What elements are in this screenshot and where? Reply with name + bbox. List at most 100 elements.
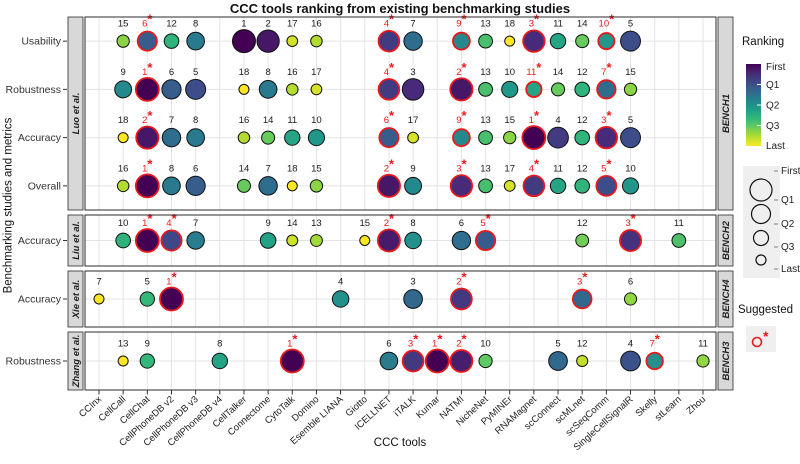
rank-bubble-SingleCellSignalR xyxy=(620,350,641,372)
rank-bubble-CellPhoneDB-v4 xyxy=(211,352,229,370)
x-tick-label: Kumar xyxy=(414,394,442,421)
rank-label: 11 xyxy=(553,163,563,174)
rank-label: 14 xyxy=(577,19,588,30)
rank-bubble-SingleCellSignalR xyxy=(621,177,640,195)
rank-bubble-ICELLNET xyxy=(376,228,401,253)
rank-bubble-PyMINEr xyxy=(503,179,516,192)
strip-bench xyxy=(717,270,734,328)
rank-label: 2* xyxy=(456,332,467,350)
rank-bubble-CellPhoneDB-v2 xyxy=(160,229,183,252)
rank-label: 3 xyxy=(410,277,415,288)
rank-label: 15 xyxy=(311,163,322,174)
strip-bench xyxy=(717,214,734,267)
rank-bubble-scSeqComm xyxy=(594,125,618,150)
rank-label: 17 xyxy=(408,115,419,126)
rank-label: 17 xyxy=(504,163,515,174)
rank-bubble-NATMI xyxy=(449,174,474,198)
rank-label: 2* xyxy=(384,156,395,174)
rank-label: 7 xyxy=(193,218,198,229)
rank-bubble-Connectome xyxy=(258,80,278,99)
rank-bubble-CytoTalk xyxy=(286,234,299,247)
rank-bubble-Domino xyxy=(309,179,324,193)
rank-bubble-scMLnet xyxy=(571,288,593,310)
rank-label: 8 xyxy=(193,19,198,30)
rank-bubble-CytoTalk xyxy=(279,348,305,374)
rank-bubble-CellPhoneDB-v3 xyxy=(185,78,207,100)
rank-bubble-Domino xyxy=(310,234,323,247)
row-label: Robustness xyxy=(6,356,61,368)
panel-border xyxy=(84,16,717,211)
rank-label: 13 xyxy=(480,115,491,126)
rank-bubble-NicheNet xyxy=(478,178,493,194)
rank-label: 13 xyxy=(118,339,129,350)
rank-bubble-iTALK xyxy=(404,231,422,250)
rank-label: 6* xyxy=(384,108,395,126)
rank-bubble-ICELLNET xyxy=(377,78,401,101)
rank-label: 15 xyxy=(504,115,515,126)
rank-label: 8 xyxy=(169,163,174,174)
rank-bubble-RNAMagnet xyxy=(521,125,547,151)
rank-bubble-scMLnet xyxy=(576,354,589,368)
rank-label: 7 xyxy=(410,19,415,30)
panel-border xyxy=(84,214,717,267)
rank-bubble-NicheNet xyxy=(478,81,493,97)
rank-bubble-iTALK xyxy=(403,289,423,309)
rank-bubble-RNAMagnet xyxy=(525,80,543,98)
rank-bubble-SingleCellSignalR xyxy=(620,30,641,52)
rank-bubble-CellChat xyxy=(139,291,155,307)
rank-bubble-NATMI xyxy=(452,31,471,51)
rank-label: 13 xyxy=(480,19,491,30)
size-legend-label: First xyxy=(781,166,800,177)
ranking-legend-label: Last xyxy=(766,141,785,152)
rank-label: 5 xyxy=(555,339,560,350)
rank-label: 10 xyxy=(504,67,515,78)
rank-label: 7* xyxy=(650,332,661,350)
rank-label: 5* xyxy=(480,211,491,229)
rank-label: 5 xyxy=(628,115,633,126)
rank-label: 11 xyxy=(698,339,708,350)
strip-study-label: Luo et al. xyxy=(71,93,82,135)
rank-label: 2* xyxy=(384,211,395,229)
rank-label: 17 xyxy=(287,19,298,30)
rank-bubble-CellCall xyxy=(117,355,129,367)
rank-label: 16 xyxy=(239,115,250,126)
rank-bubble-Zhou xyxy=(696,354,710,368)
rank-bubble-Giotto xyxy=(359,235,371,246)
rank-bubble-ICELLNET xyxy=(379,351,399,371)
rank-bubble-scConnect xyxy=(549,32,567,50)
row-label: Overall xyxy=(28,180,61,192)
rank-label: 2* xyxy=(456,270,467,288)
rank-bubble-PyMINEr xyxy=(501,80,519,98)
rank-bubble-CytoTalk xyxy=(284,129,301,146)
rank-label: 14 xyxy=(287,218,298,229)
rank-label: 1* xyxy=(142,156,153,174)
rank-label: 3* xyxy=(625,211,636,229)
rank-label: 12 xyxy=(166,19,177,30)
rank-label: 12 xyxy=(577,115,588,126)
rank-bubble-CellCall xyxy=(115,232,131,249)
rank-bubble-NATMI xyxy=(452,128,471,147)
rank-label: 1* xyxy=(166,270,177,288)
rank-bubble-iTALK xyxy=(401,349,425,373)
rank-label: 16 xyxy=(118,163,129,174)
rank-bubble-CellChat xyxy=(134,228,160,253)
rank-label: 4* xyxy=(166,211,177,229)
rank-bubble-CellChat xyxy=(136,30,158,52)
rank-bubble-SingleCellSignalR xyxy=(623,292,638,306)
rank-label: 10 xyxy=(118,218,129,229)
rank-label: 6 xyxy=(193,163,198,174)
rank-label: 15 xyxy=(118,19,129,30)
rank-label: 4 xyxy=(628,339,633,350)
rank-label: 6 xyxy=(459,218,464,229)
rank-label: 18 xyxy=(504,19,515,30)
rank-label: 18 xyxy=(118,115,129,126)
rank-label: 6 xyxy=(169,67,174,78)
rank-label: 3* xyxy=(577,270,588,288)
rank-bubble-PyMINEr xyxy=(503,130,517,145)
rank-bubble-RNAMagnet xyxy=(522,29,546,53)
rank-label: 11 xyxy=(674,218,684,229)
rank-label: 13 xyxy=(480,163,491,174)
rank-bubble-CellPhoneDB-v2 xyxy=(161,79,182,100)
rank-label: 18 xyxy=(287,163,298,174)
